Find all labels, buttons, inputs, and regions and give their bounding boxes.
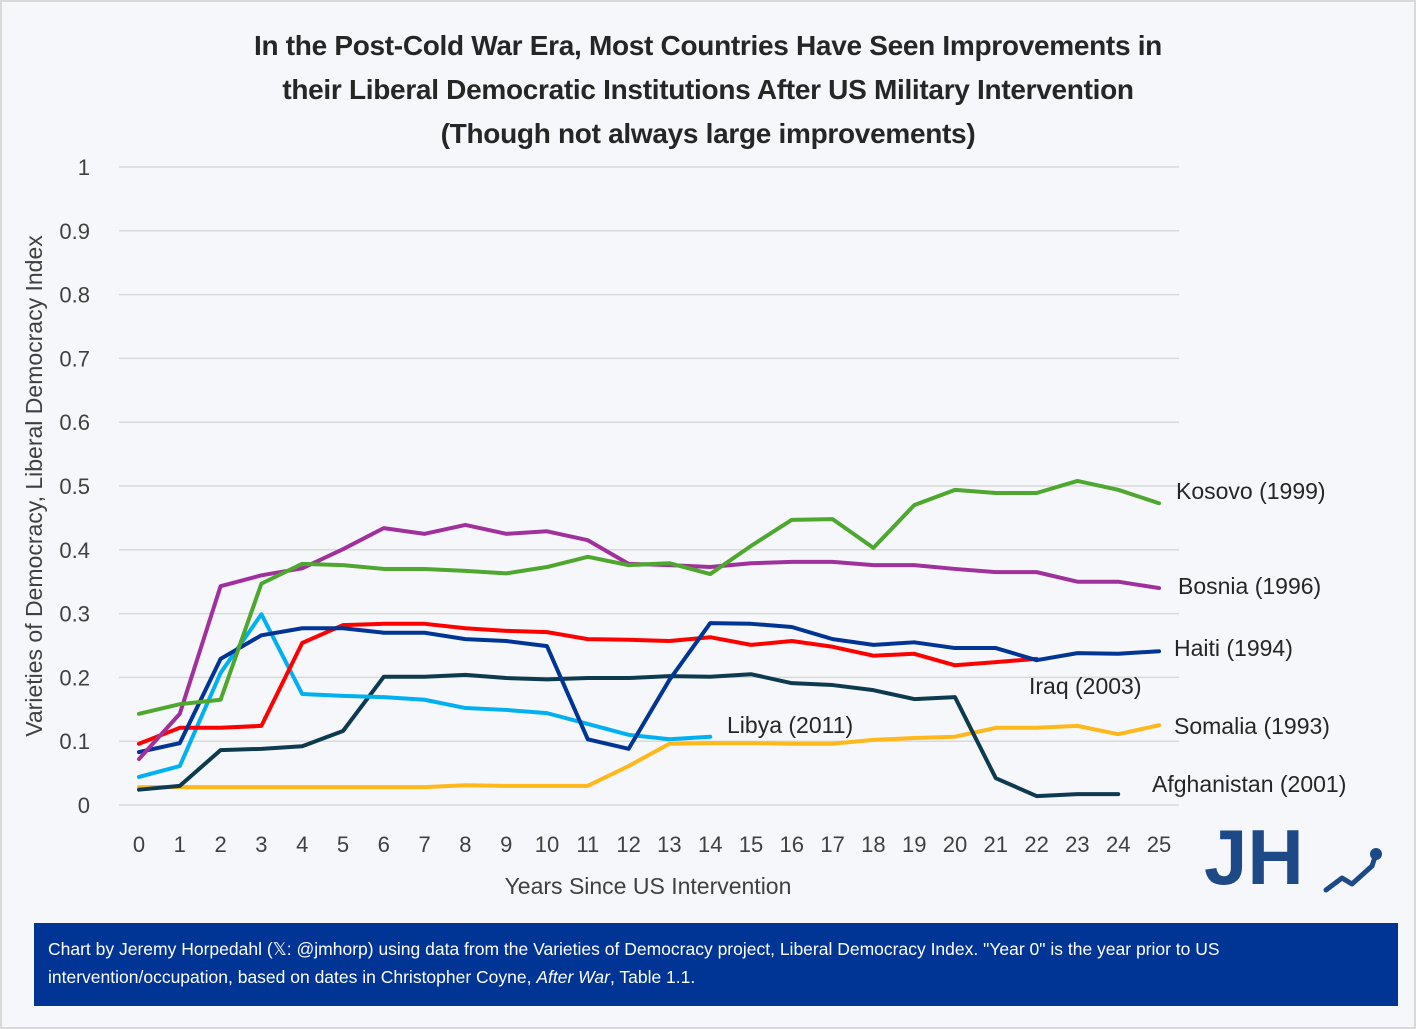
x-tick-label: 19	[902, 832, 926, 857]
series-label-haiti: Haiti (1994)	[1174, 635, 1293, 661]
series-line-somalia	[137, 723, 1161, 790]
y-tick-label: 0.5	[59, 474, 90, 499]
x-tick-label: 8	[459, 832, 471, 857]
series-labels: Kosovo (1999) Bosnia (1996) Haiti (1994) Ir…	[727, 478, 1346, 797]
y-tick-label: 0.8	[59, 283, 90, 308]
y-tick-label: 0.7	[59, 346, 90, 371]
y-tick-label: 0.1	[59, 729, 90, 754]
x-tick-label: 10	[535, 832, 559, 857]
y-tick-label: 0.3	[59, 602, 90, 627]
x-tick-label: 3	[255, 832, 267, 857]
x-tick-label: 21	[984, 832, 1008, 857]
footnote-text-end: , Table 1.1.	[609, 967, 696, 987]
logo-text: JH	[1204, 814, 1304, 894]
y-tick-label: 0.4	[59, 538, 90, 563]
x-tick-label: 23	[1065, 832, 1089, 857]
footnote-book-title: After War	[536, 967, 610, 987]
x-tick-label: 0	[133, 832, 145, 857]
series-line-iraq	[137, 621, 1039, 746]
x-tick-label: 2	[214, 832, 226, 857]
series-label-somalia: Somalia (1993)	[1174, 713, 1330, 739]
series-line-afghanistan	[137, 672, 1121, 799]
x-tick-label: 13	[657, 832, 681, 857]
y-tick-label: 0.6	[59, 410, 90, 435]
y-tick-label: 0.9	[59, 219, 90, 244]
y-tick-label: 0.2	[59, 665, 90, 690]
x-tick-label: 12	[616, 832, 640, 857]
x-tick-label: 14	[698, 832, 722, 857]
logo-icon: JH	[1204, 813, 1382, 901]
y-tick-label: 1	[78, 155, 90, 180]
jh-logo: JH	[1202, 813, 1392, 901]
y-axis-ticks: 0 0.1 0.2 0.3 0.4 0.5 0.6 0.7 0.8 0.9 1	[59, 155, 90, 818]
x-tick-label: 25	[1147, 832, 1171, 857]
gridlines	[119, 166, 1179, 806]
source-footnote: Chart by Jeremy Horpedahl (𝕏: @jmhorp) u…	[34, 923, 1398, 1006]
x-tick-label: 6	[378, 832, 390, 857]
x-axis-ticks: 0 1 2 3 4 5 6 7 8 9 10 11 12 13 14 15 16 17 18 19 20 21 22 23 24…	[133, 832, 1171, 857]
series-lines	[137, 478, 1161, 799]
x-tick-label: 9	[500, 832, 512, 857]
x-tick-label: 22	[1024, 832, 1048, 857]
y-axis-title: Varieties of Democracy, Liberal Democrac…	[21, 235, 47, 737]
chart-title: In the Post-Cold War Era, Most Countries…	[2, 24, 1414, 156]
x-tick-label: 1	[174, 832, 186, 857]
logo-trend-line	[1323, 863, 1375, 893]
x-tick-label: 24	[1106, 832, 1130, 857]
series-line-kosovo	[137, 478, 1161, 716]
x-tick-label: 4	[296, 832, 308, 857]
x-tick-label: 15	[739, 832, 763, 857]
series-line-haiti	[137, 621, 1161, 755]
title-line-2: their Liberal Democratic Institutions Af…	[282, 74, 1134, 105]
x-axis-title: Years Since US Intervention	[505, 873, 792, 899]
x-tick-label: 20	[943, 832, 967, 857]
x-tick-label: 5	[337, 832, 349, 857]
footnote-text: Chart by Jeremy Horpedahl (𝕏: @jmhorp) u…	[48, 939, 1220, 987]
x-tick-label: 16	[780, 832, 804, 857]
series-label-kosovo: Kosovo (1999)	[1176, 478, 1326, 504]
title-line-1: In the Post-Cold War Era, Most Countries…	[253, 30, 1162, 61]
x-tick-label: 11	[576, 832, 599, 857]
x-tick-label: 17	[820, 832, 844, 857]
series-label-iraq: Iraq (2003)	[1029, 673, 1142, 699]
x-tick-label: 18	[861, 832, 885, 857]
series-label-bosnia: Bosnia (1996)	[1178, 573, 1321, 599]
x-tick-label: 7	[418, 832, 430, 857]
series-line-libya	[137, 612, 713, 779]
series-label-libya: Libya (2011)	[727, 712, 853, 738]
y-tick-label: 0	[78, 793, 90, 818]
title-line-3: (Though not always large improvements)	[440, 118, 976, 149]
series-label-afghanistan: Afghanistan (2001)	[1152, 771, 1346, 797]
